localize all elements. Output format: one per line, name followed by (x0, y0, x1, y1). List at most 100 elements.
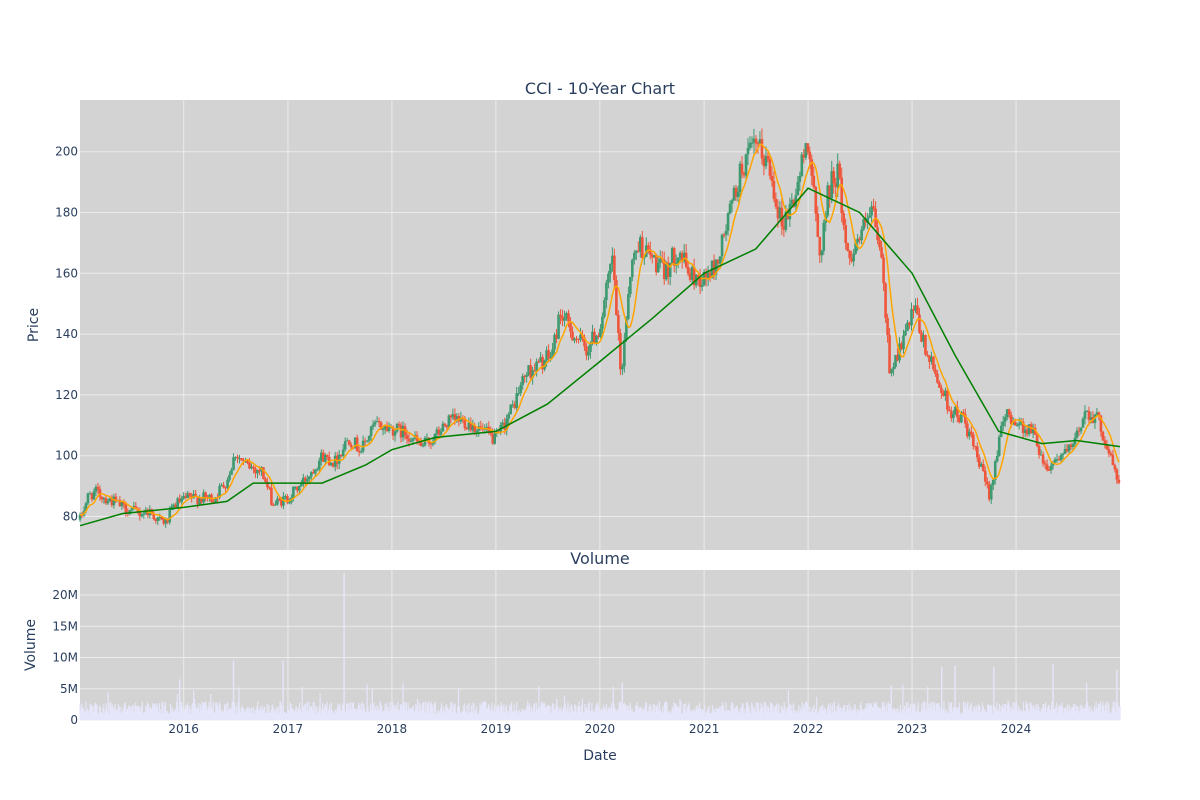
volume-bar (1107, 701, 1109, 720)
volume-bar (366, 684, 368, 720)
volume-bar (553, 709, 555, 720)
volume-bar (425, 713, 427, 720)
volume-bar (153, 703, 155, 720)
volume-bar (590, 710, 592, 720)
volume-bar (820, 709, 822, 720)
price-candle-body (652, 255, 656, 258)
volume-bar (897, 708, 899, 720)
volume-bar (149, 706, 151, 720)
volume-bar (857, 709, 859, 720)
volume-bar (191, 704, 193, 720)
volume-bar (456, 713, 458, 720)
volume-bar (1021, 711, 1024, 720)
price-candle-body (918, 314, 921, 333)
volume-bar (401, 706, 403, 720)
volume-bar (1086, 682, 1088, 720)
volume-bar (839, 707, 842, 720)
volume-bar (560, 706, 562, 720)
price-candle-body (501, 422, 505, 425)
volume-bar (440, 708, 442, 720)
volume-bar (230, 709, 232, 720)
price-candle-body (788, 203, 792, 220)
volume-bar (374, 710, 376, 720)
price-candle-body (768, 159, 772, 176)
volume-bar (966, 703, 968, 720)
volume-bar (360, 703, 362, 720)
volume-bar (417, 712, 420, 720)
volume-bar (155, 708, 157, 720)
volume-bar (664, 701, 666, 720)
volume-bar (336, 708, 338, 720)
volume-bar (1050, 711, 1052, 720)
volume-bar (698, 709, 700, 720)
volume-bar (671, 706, 673, 720)
volume-bar (995, 711, 997, 720)
volume-bar (874, 703, 877, 720)
volume-bar (506, 713, 508, 720)
price-candle-body (844, 225, 847, 244)
volume-bar (732, 703, 734, 720)
volume-bar (1057, 712, 1059, 720)
price-candle-body (752, 138, 756, 143)
price-candle-body (896, 354, 899, 361)
volume-bar (970, 702, 972, 720)
volume-bar (497, 706, 499, 720)
volume-bar (416, 707, 418, 720)
volume-bar (978, 706, 980, 720)
volume-bar (294, 709, 296, 720)
volume-bar (767, 705, 769, 720)
price-candle-body (545, 350, 548, 361)
volume-bar (1097, 706, 1099, 720)
volume-bar (722, 702, 724, 720)
volume-bar (570, 704, 572, 720)
price-candle-body (589, 343, 592, 352)
price-candle-body (256, 470, 259, 474)
price-candle-body (329, 462, 333, 466)
volume-bar (874, 704, 876, 720)
volume-bar (745, 713, 747, 720)
price-candle-body (910, 309, 913, 326)
volume-bar (1101, 704, 1103, 720)
price-candle-body (977, 457, 981, 467)
volume-bar (1015, 701, 1018, 720)
volume-bar (487, 703, 490, 720)
volume-bar (261, 705, 263, 720)
volume-bar (753, 707, 755, 720)
volume-bar (566, 707, 568, 720)
volume-bar (593, 712, 596, 720)
price-candle-body (966, 423, 969, 437)
volume-bar (346, 704, 349, 720)
volume-bar (342, 703, 344, 720)
volume-bar (704, 705, 706, 720)
volume-bar (960, 713, 962, 720)
price-candle-body (104, 498, 108, 504)
volume-bar (508, 711, 510, 720)
volume-bar (1066, 711, 1068, 720)
volume-bar (718, 709, 720, 720)
price-candle-body (726, 213, 730, 231)
volume-bar (1008, 702, 1010, 720)
volume-bar (543, 702, 545, 720)
volume-bar (708, 706, 710, 720)
volume-bar (731, 701, 733, 720)
volume-bar (939, 706, 941, 720)
volume-bar (156, 703, 158, 720)
volume-bar (180, 701, 182, 720)
volume-bar (1045, 713, 1048, 720)
volume-bar (501, 706, 503, 720)
volume-bar (737, 709, 739, 720)
volume-bar (493, 711, 495, 720)
volume-bar (463, 705, 465, 720)
volume-bar (1082, 709, 1084, 720)
volume-bar (693, 709, 696, 720)
volume-bar (144, 711, 146, 720)
price-candle-body (232, 457, 235, 470)
price-candle-body (633, 252, 636, 260)
volume-bar (886, 711, 889, 720)
volume-bar (339, 703, 341, 720)
volume-bar (771, 703, 773, 720)
volume-bar (386, 702, 388, 720)
volume-bar (442, 706, 444, 720)
price-candle-body (405, 435, 409, 439)
price-candle-body (1039, 454, 1043, 456)
